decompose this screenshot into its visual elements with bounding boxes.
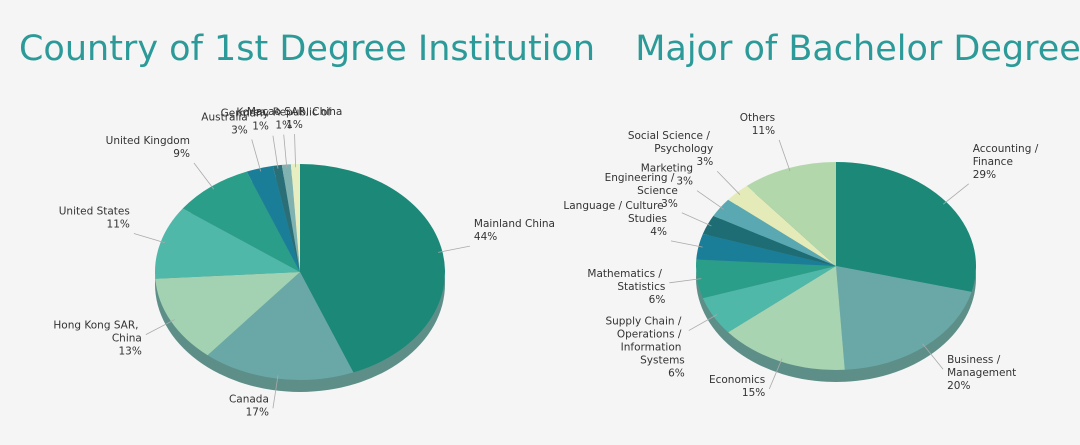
slice-label: Engineering / Science bbox=[605, 172, 678, 197]
value-label: 44% bbox=[474, 231, 497, 243]
value-label: 3% bbox=[676, 176, 693, 188]
value-label: 1% bbox=[286, 119, 303, 131]
slice-label: United Kingdom bbox=[106, 135, 190, 147]
pie-slice bbox=[246, 165, 300, 272]
slice-label: Hong Kong SAR, China bbox=[53, 320, 141, 345]
value-label: 1% bbox=[252, 121, 269, 133]
leader-line bbox=[294, 134, 296, 168]
slice-label: Others bbox=[740, 112, 775, 124]
slice-label: Economics bbox=[709, 374, 765, 386]
leader-line bbox=[943, 183, 969, 205]
value-label: 11% bbox=[752, 125, 775, 137]
slice-label: Business / Management bbox=[947, 354, 1016, 379]
chart-title: Major of Bachelor Degree bbox=[635, 29, 1080, 69]
value-label: 11% bbox=[107, 218, 130, 230]
leader-line bbox=[688, 314, 718, 331]
pie-slice bbox=[746, 162, 836, 266]
slice-label: Canada bbox=[229, 393, 269, 405]
leader-line bbox=[438, 245, 471, 253]
slice-label: Language / Culture Studies bbox=[563, 200, 667, 225]
value-label: 17% bbox=[246, 406, 269, 418]
value-label: 29% bbox=[973, 169, 996, 181]
slice-label: Germany bbox=[221, 108, 269, 120]
pie-slice bbox=[281, 164, 300, 272]
value-label: 15% bbox=[742, 387, 765, 399]
pie-slice bbox=[696, 233, 836, 266]
pie-slice bbox=[696, 259, 836, 299]
pie-slice bbox=[836, 162, 976, 292]
leader-line bbox=[681, 212, 712, 227]
leader-line bbox=[669, 278, 702, 284]
pie-slice bbox=[702, 215, 836, 266]
pie-slice bbox=[728, 266, 845, 370]
value-label: 1% bbox=[275, 120, 292, 132]
pie-slice bbox=[207, 272, 354, 380]
leader-line bbox=[716, 170, 741, 195]
value-label: 6% bbox=[649, 294, 666, 306]
slice-label: Mathematics / Statistics bbox=[587, 268, 665, 293]
slice-label: Macao SAR, China bbox=[247, 106, 342, 118]
slice-label: Mainland China bbox=[474, 218, 555, 230]
leader-line bbox=[670, 240, 703, 248]
value-label: 20% bbox=[947, 380, 970, 392]
leader-line bbox=[922, 343, 944, 370]
leader-line bbox=[133, 233, 166, 244]
leader-line bbox=[778, 139, 791, 172]
chart-title: Country of 1st Degree Institution bbox=[19, 29, 595, 69]
leader-line bbox=[283, 134, 288, 168]
pie-slice bbox=[182, 171, 300, 272]
pie-slice bbox=[713, 199, 836, 266]
leader-line bbox=[251, 139, 262, 172]
value-label: 13% bbox=[119, 346, 142, 358]
slice-label: United States bbox=[59, 205, 130, 217]
value-label: 4% bbox=[650, 226, 667, 238]
pie-slice bbox=[290, 164, 300, 272]
slice-label: Marketing bbox=[641, 163, 693, 175]
leader-line bbox=[272, 375, 279, 409]
slice-label: Australia bbox=[201, 111, 247, 123]
slice-label: Social Science / Psychology bbox=[628, 130, 713, 155]
pie-slice bbox=[155, 272, 300, 356]
pie-slice bbox=[836, 266, 972, 370]
leader-line bbox=[193, 162, 215, 190]
pie-slice bbox=[702, 266, 836, 333]
value-label: 3% bbox=[231, 124, 248, 136]
value-label: 3% bbox=[661, 198, 678, 210]
slice-label: Supply Chain / Operations / Information … bbox=[605, 316, 684, 367]
leader-line bbox=[272, 135, 279, 169]
slice-label: Korea, Republic of bbox=[236, 107, 331, 119]
slice-label: Accounting / Finance bbox=[973, 143, 1042, 168]
leader-line bbox=[696, 190, 724, 210]
pie-slice bbox=[300, 164, 446, 373]
value-label: 6% bbox=[668, 368, 685, 380]
value-label: 3% bbox=[697, 156, 714, 168]
pie-slice bbox=[272, 164, 300, 272]
leader-line bbox=[768, 358, 783, 390]
value-label: 9% bbox=[173, 148, 190, 160]
pie-slice bbox=[728, 185, 836, 266]
pie-slice bbox=[155, 208, 300, 279]
leader-line bbox=[145, 319, 175, 336]
